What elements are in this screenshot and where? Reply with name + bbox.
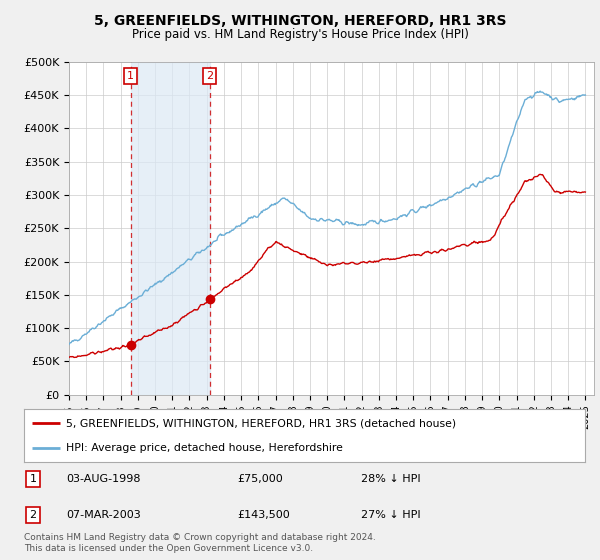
- Text: 28% ↓ HPI: 28% ↓ HPI: [361, 474, 420, 484]
- Text: 27% ↓ HPI: 27% ↓ HPI: [361, 510, 420, 520]
- Bar: [131, 62, 209, 395]
- Text: Price paid vs. HM Land Registry's House Price Index (HPI): Price paid vs. HM Land Registry's House …: [131, 28, 469, 41]
- Text: HPI: Average price, detached house, Herefordshire: HPI: Average price, detached house, Here…: [66, 442, 343, 452]
- Text: 2: 2: [29, 510, 37, 520]
- Text: Contains HM Land Registry data © Crown copyright and database right 2024.
This d: Contains HM Land Registry data © Crown c…: [24, 533, 376, 553]
- Text: 2: 2: [206, 71, 213, 81]
- Text: 5, GREENFIELDS, WITHINGTON, HEREFORD, HR1 3RS (detached house): 5, GREENFIELDS, WITHINGTON, HEREFORD, HR…: [66, 418, 456, 428]
- Text: 5, GREENFIELDS, WITHINGTON, HEREFORD, HR1 3RS: 5, GREENFIELDS, WITHINGTON, HEREFORD, HR…: [94, 14, 506, 28]
- Text: £75,000: £75,000: [237, 474, 283, 484]
- Text: 1: 1: [29, 474, 37, 484]
- Text: £143,500: £143,500: [237, 510, 290, 520]
- Text: 03-AUG-1998: 03-AUG-1998: [66, 474, 140, 484]
- Text: 1: 1: [127, 71, 134, 81]
- Text: 07-MAR-2003: 07-MAR-2003: [66, 510, 141, 520]
